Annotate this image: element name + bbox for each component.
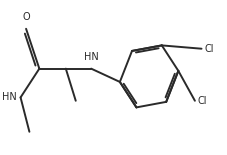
Text: Cl: Cl [203, 44, 213, 54]
Text: O: O [22, 12, 30, 22]
Text: HN: HN [84, 52, 98, 62]
Text: Cl: Cl [197, 96, 206, 106]
Text: HN: HN [2, 92, 17, 102]
